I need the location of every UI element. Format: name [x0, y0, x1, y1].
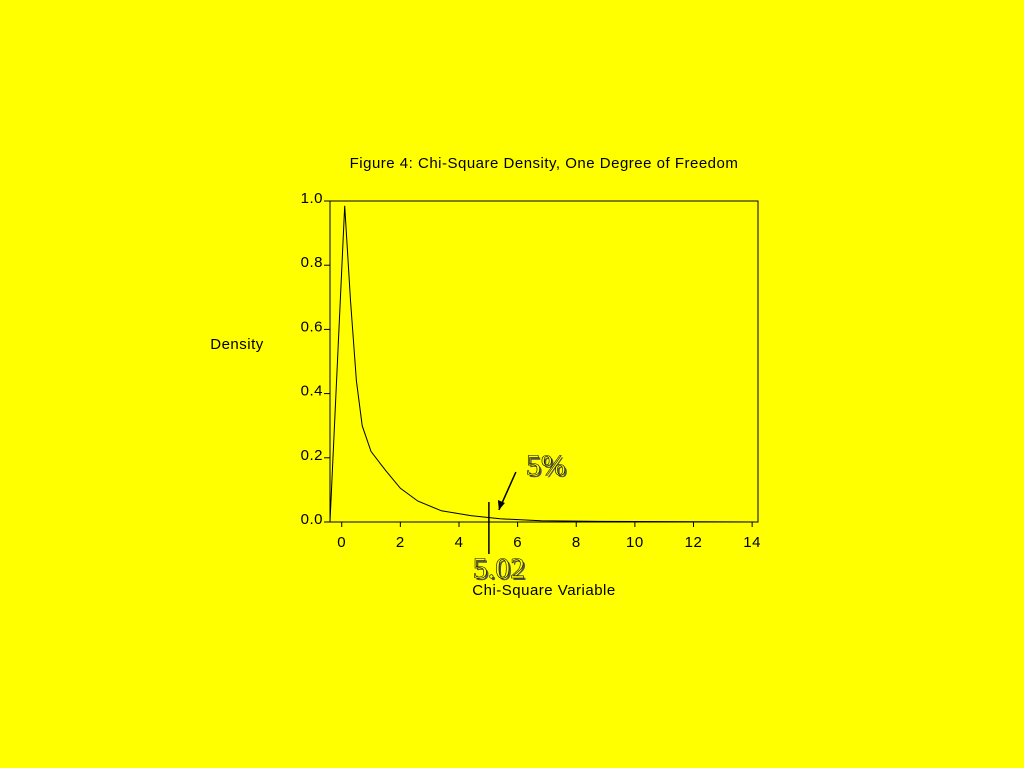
chart-title: Figure 4: Chi-Square Density, One Degree…: [350, 155, 739, 172]
x-tick-label: 14: [743, 534, 761, 551]
critical-shadow: 5.02: [475, 554, 528, 587]
x-axis-label: Chi-Square Variable: [472, 582, 615, 599]
x-tick-label: 10: [626, 534, 644, 551]
x-tick-label: 4: [455, 534, 464, 551]
y-tick-label: 0.4: [301, 383, 323, 400]
x-tick-label: 0: [337, 534, 346, 551]
tail-shadow: 5%: [528, 451, 568, 484]
tail-label: 5%: [526, 449, 566, 482]
density-line: [329, 205, 759, 523]
y-tick-label: 1.0: [301, 190, 323, 207]
y-tick-label: 0.6: [301, 318, 323, 335]
x-tick-label: 8: [572, 534, 581, 551]
y-tick-label: 0.2: [301, 447, 323, 464]
x-tick-label: 12: [685, 534, 703, 551]
x-tick-label: 6: [513, 534, 522, 551]
y-axis-label: Density: [210, 336, 264, 353]
y-tick-label: 0.0: [301, 511, 323, 528]
x-tick-label: 2: [396, 534, 405, 551]
arrow-head: [497, 500, 505, 510]
y-tick-label: 0.8: [301, 254, 323, 271]
plot-frame: [329, 200, 759, 523]
critical-label: 5.02: [473, 552, 526, 585]
